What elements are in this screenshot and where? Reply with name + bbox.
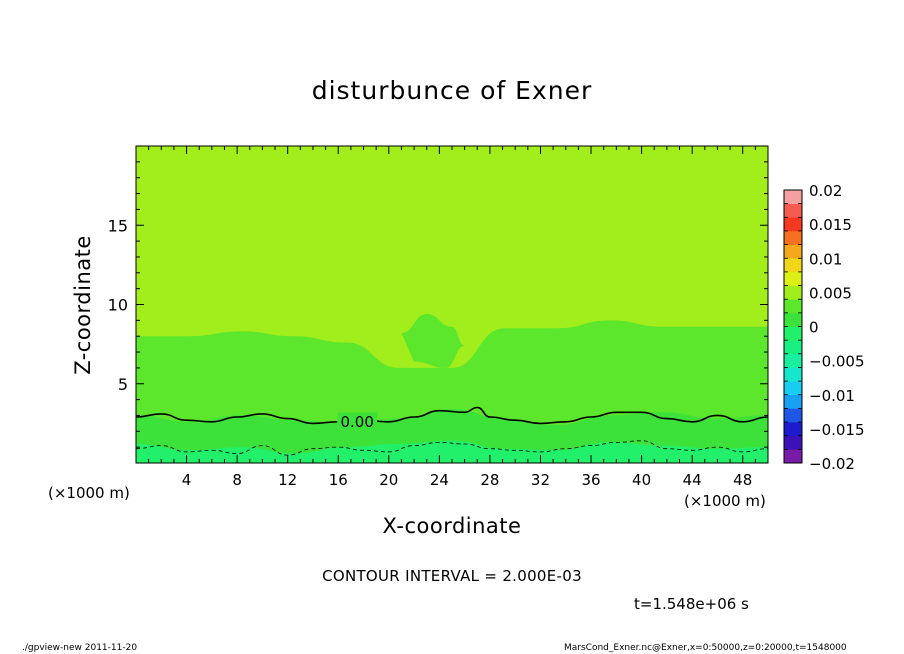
x-tick-label: 48 <box>733 471 752 489</box>
colorbar-label: −0.02 <box>809 455 855 473</box>
colorbar-segment <box>784 435 802 450</box>
colorbar-label: 0.015 <box>809 216 852 234</box>
colorbar-segment <box>784 285 802 300</box>
colorbar-segment <box>784 258 802 273</box>
colorbar-label: 0.01 <box>809 250 842 268</box>
y-tick-label: 5 <box>118 375 128 394</box>
colorbar-segment <box>784 312 802 327</box>
x-tick-label: 20 <box>379 471 398 489</box>
colorbar-label: −0.01 <box>809 387 855 405</box>
contour-fill-layer <box>136 146 768 463</box>
colorbar-label: 0.02 <box>809 182 842 200</box>
x-tick-label: 4 <box>182 471 192 489</box>
colorbar-segment <box>784 340 802 355</box>
time-label: t=1.548e+06 s <box>634 595 749 613</box>
colorbar-segment <box>784 353 802 368</box>
contour-label: 0.00 <box>340 413 373 431</box>
x-tick-label: 44 <box>683 471 702 489</box>
x-tick-label: 40 <box>632 471 651 489</box>
x-tick-label: 16 <box>329 471 348 489</box>
colorbar-segment <box>784 408 802 423</box>
y-tick-label: 15 <box>108 216 128 235</box>
colorbar-segment <box>784 299 802 314</box>
contour-region-2 <box>136 440 768 463</box>
colorbar-segment <box>784 203 802 218</box>
x-tick-label: 28 <box>480 471 499 489</box>
colorbar-segment <box>784 367 802 382</box>
colorbar-segment <box>784 422 802 436</box>
colorbar: 0.02 0.015 0.01 0.005 0 −0.005 −0.01 −0.015 −0.0… <box>783 182 865 473</box>
y-axis-label: Z-coordinate <box>71 235 95 375</box>
colorbar-label: 0.005 <box>809 284 852 302</box>
contour-interval-label: CONTOUR INTERVAL = 2.000E-03 <box>322 567 582 585</box>
contour-label-bg <box>337 412 378 430</box>
colorbar-segment <box>784 244 802 259</box>
contour-line-1 <box>135 440 769 456</box>
colorbar-label: −0.005 <box>809 353 865 371</box>
x-axis-label: X-coordinate <box>382 514 522 538</box>
footer-program-info: ./gpview-new 2011-11-20 <box>22 643 138 653</box>
x-tick-label: 36 <box>581 471 600 489</box>
colorbar-segment <box>784 190 802 204</box>
colorbar-segment <box>784 271 802 286</box>
x-tick-label: 12 <box>278 471 297 489</box>
y-tick-label: 10 <box>108 296 128 315</box>
x-tick-label: 24 <box>430 471 449 489</box>
chart-title: disturbunce of Exner <box>311 76 593 105</box>
x-tick-label: 8 <box>232 471 242 489</box>
colorbar-label: −0.015 <box>809 421 865 439</box>
colorbar-segment <box>784 217 802 232</box>
colorbar-segment <box>784 394 802 409</box>
x-axis-unit-right: (×1000 m) <box>684 492 766 510</box>
x-tick-label: 32 <box>531 471 550 489</box>
colorbar-segment <box>784 326 802 341</box>
footer-data-source: MarsCond_Exner.nc@Exner,x=0:50000,z=0:20… <box>564 643 847 653</box>
x-axis-unit-left: (×1000 m) <box>48 484 130 502</box>
contour-region-plume <box>401 314 465 368</box>
colorbar-segment <box>784 381 802 396</box>
colorbar-label: 0 <box>809 319 819 337</box>
contour-line-layer: 0.00 <box>135 406 769 456</box>
colorbar-segment <box>784 449 802 464</box>
contour-line-0 <box>135 406 769 425</box>
colorbar-segment <box>784 230 802 245</box>
